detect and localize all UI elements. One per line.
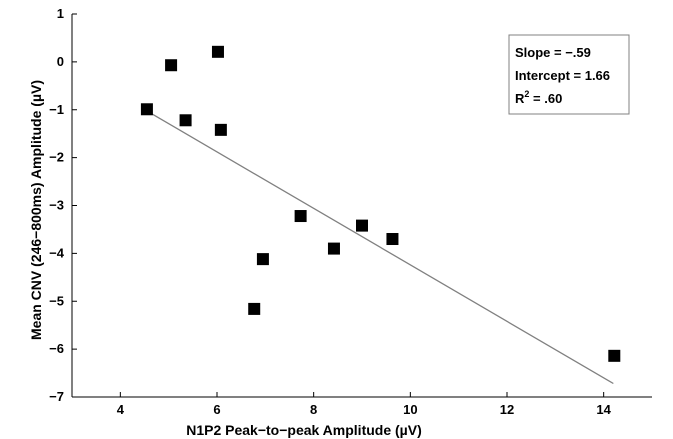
data-point [356, 219, 368, 232]
data-point [248, 302, 261, 315]
y-axis: 1 0 −1 −2 −3 −4 −5 −6 −7 [49, 6, 77, 404]
data-point [608, 349, 621, 362]
data-point [327, 242, 340, 255]
data-point [214, 123, 227, 136]
r-squared-text: R2 = .60 [515, 89, 562, 106]
data-point [179, 114, 192, 127]
regression-stats-box: Slope = −.59 Intercept = 1.66 R2 = .60 [508, 34, 630, 115]
x-axis: 4 6 8 10 12 14 [117, 392, 612, 417]
data-point [211, 45, 224, 58]
y-tick-label: 0 [57, 54, 64, 69]
x-tick-label: 14 [596, 402, 611, 417]
data-points [140, 45, 621, 362]
x-tick-label: 6 [213, 402, 220, 417]
y-tick-label: −2 [49, 150, 64, 165]
x-tick-label: 12 [500, 402, 514, 417]
y-tick-label: −6 [49, 341, 64, 356]
data-point [386, 233, 399, 246]
y-tick-label: −3 [49, 198, 64, 213]
x-tick-label: 10 [403, 402, 417, 417]
y-tick-label: −1 [49, 102, 64, 117]
data-point [256, 253, 269, 266]
data-point [294, 210, 307, 223]
regression-line [144, 108, 614, 385]
r-squared-letter: R [515, 91, 525, 106]
regression-layer [144, 108, 614, 385]
y-tick-label: −5 [49, 293, 64, 308]
slope-text: Slope = −.59 [515, 45, 591, 60]
y-axis-label: Mean CNV (246−800ms) Amplitude (µV) [28, 80, 44, 340]
data-point [140, 103, 153, 116]
data-point [165, 59, 178, 72]
r-squared-superscript: 2 [524, 89, 529, 99]
y-tick-label: 1 [57, 6, 64, 21]
r-squared-value: = .60 [529, 91, 562, 106]
x-axis-label: N1P2 Peak−to−peak Amplitude (µV) [186, 422, 422, 438]
x-tick-label: 4 [117, 402, 125, 417]
intercept-text: Intercept = 1.66 [515, 68, 610, 83]
y-tick-label: −7 [49, 389, 64, 404]
x-tick-label: 8 [310, 402, 317, 417]
stats-box-border [508, 34, 630, 115]
y-tick-label: −4 [49, 245, 65, 260]
